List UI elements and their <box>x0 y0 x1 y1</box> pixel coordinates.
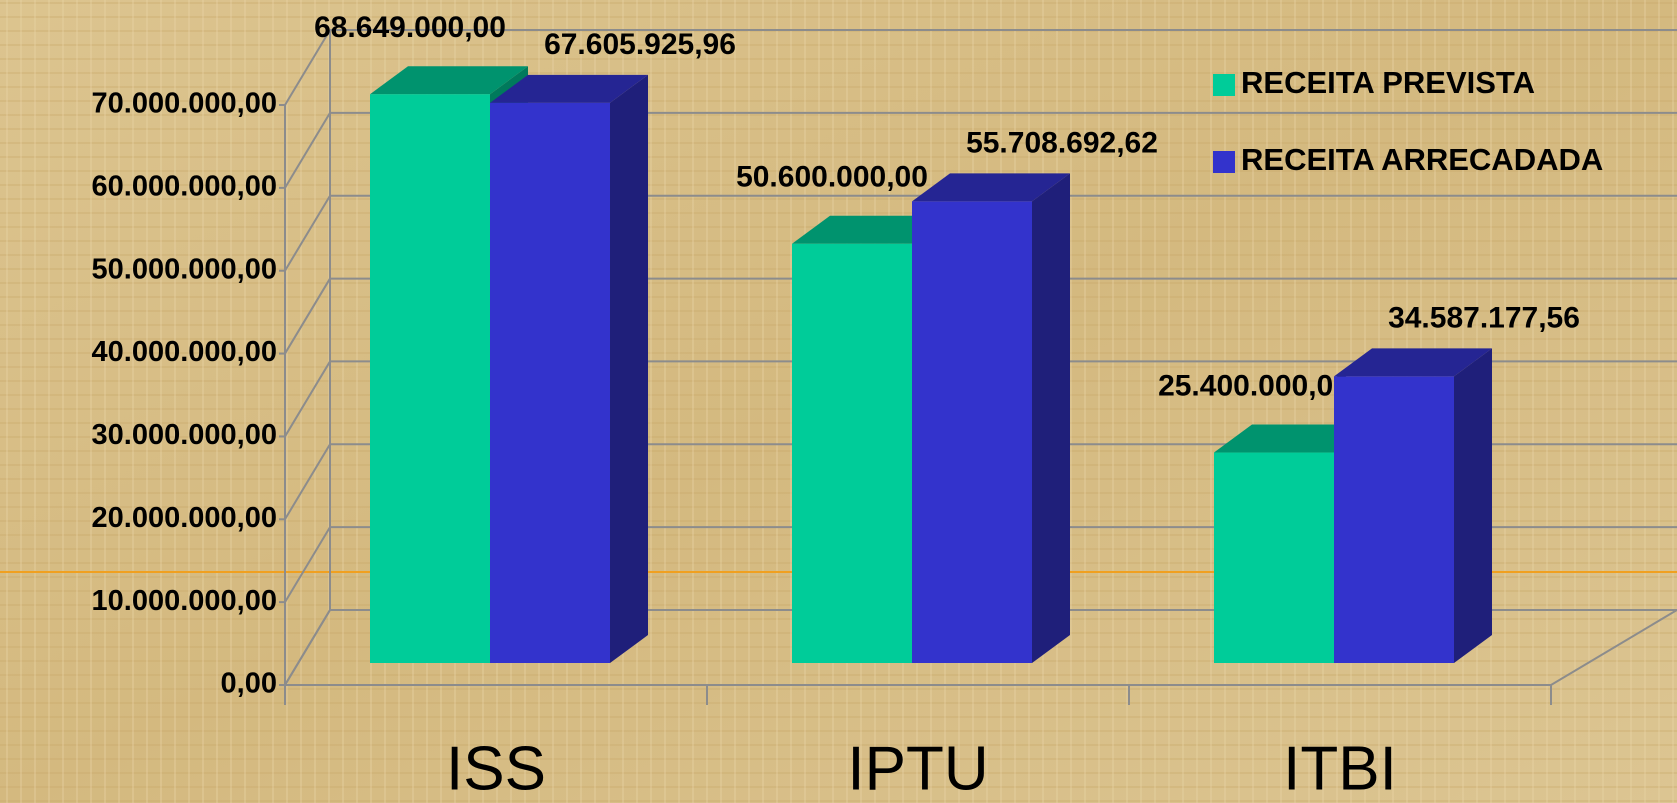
bar-top <box>1214 424 1372 453</box>
bar-side <box>1032 173 1070 663</box>
y-tick-label: 20.000.000,00 <box>92 502 277 534</box>
bar-side <box>1454 348 1492 663</box>
y-tick-label: 0,00 <box>221 668 277 700</box>
bar <box>490 102 610 664</box>
bar-top <box>912 173 1070 202</box>
bar-top <box>792 215 950 244</box>
y-tick-label: 50.000.000,00 <box>92 253 277 285</box>
bar <box>370 94 490 664</box>
grid-line-side <box>284 195 331 272</box>
grid-line-side <box>284 29 331 106</box>
bar-top <box>490 74 648 103</box>
y-tick-label: 40.000.000,00 <box>92 336 277 368</box>
legend-swatch <box>1213 151 1235 173</box>
value-label: 68.649.000,00 <box>314 11 506 44</box>
value-label: 55.708.692,62 <box>966 126 1158 159</box>
value-label: 67.605.925,96 <box>544 28 736 61</box>
grid-line-side <box>284 443 331 520</box>
legend-swatch <box>1213 74 1235 96</box>
bar <box>912 201 1032 663</box>
value-label: 50.600.000,00 <box>736 161 928 194</box>
bar-side <box>610 74 648 664</box>
grid-line-side <box>284 360 331 437</box>
legend-label: RECEITA PREVISTA <box>1241 65 1535 100</box>
grid-line-side <box>284 526 331 603</box>
bar-top <box>1334 348 1492 377</box>
y-tick-label: 10.000.000,00 <box>92 585 277 617</box>
y-tick-label: 30.000.000,00 <box>92 419 277 451</box>
bar <box>792 243 912 663</box>
value-label: 34.587.177,56 <box>1388 301 1580 334</box>
legend-label: RECEITA ARRECADADA <box>1241 142 1603 177</box>
bar <box>1334 376 1454 663</box>
bar <box>1214 452 1334 663</box>
x-tick-label: IPTU <box>847 734 988 803</box>
grid-line-side <box>284 609 331 686</box>
y-tick-label: 70.000.000,00 <box>92 88 277 120</box>
x-tick-label: ITBI <box>1283 734 1397 803</box>
x-tick-label: ISS <box>446 734 546 803</box>
grid-line-side <box>284 278 331 355</box>
y-tick-label: 60.000.000,00 <box>92 171 277 203</box>
bar-top <box>370 66 528 95</box>
grid-line-side <box>284 112 331 189</box>
plot: 0,00 10.000.000,00 20.000.000,00 30.000.000… <box>92 11 1677 803</box>
value-label: 25.400.000,00 <box>1158 369 1350 402</box>
